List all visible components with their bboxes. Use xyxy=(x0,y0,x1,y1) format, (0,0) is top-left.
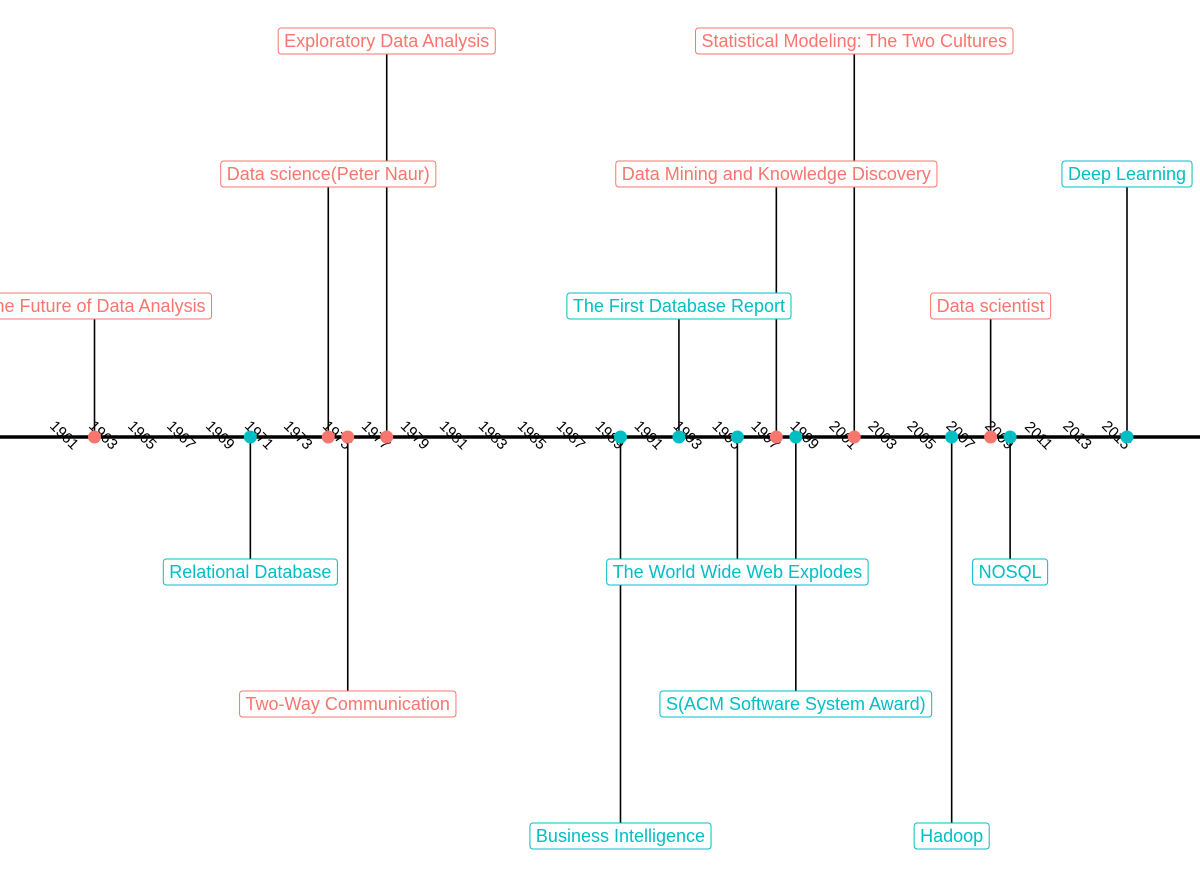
event-label: The World Wide Web Explodes xyxy=(613,562,862,582)
event-label-box: Relational Database xyxy=(162,558,338,586)
event-label: Two-Way Communication xyxy=(246,694,450,714)
event-label-border xyxy=(566,292,792,320)
event-points xyxy=(88,430,1134,444)
event-label-box: The Future of Data Analysis xyxy=(0,292,213,320)
event-point xyxy=(1120,430,1134,444)
event-labels: The Future of Data Analysis Relational Da… xyxy=(0,27,1193,850)
event-label-box: S(ACM Software System Award) xyxy=(659,690,933,718)
event-point xyxy=(789,430,803,444)
event-label: S(ACM Software System Award) xyxy=(666,694,926,714)
event-label: NOSQL xyxy=(979,562,1042,582)
event-label-box: Hadoop xyxy=(913,822,990,850)
event-label: Hadoop xyxy=(920,826,983,846)
event-label: Deep Learning xyxy=(1068,164,1186,184)
event-label-border xyxy=(162,558,338,586)
event-point xyxy=(243,430,257,444)
event-point xyxy=(341,430,355,444)
event-label-box: Statistical Modeling: The Two Cultures xyxy=(695,27,1014,55)
event-label: Business Intelligence xyxy=(536,826,705,846)
event-label-box: Data Mining and Knowledge Discovery xyxy=(615,160,938,188)
event-label-border xyxy=(606,558,869,586)
event-point xyxy=(1003,430,1017,444)
event-stems xyxy=(93,41,1128,836)
event-label: Exploratory Data Analysis xyxy=(284,31,489,51)
event-label-border xyxy=(239,690,457,718)
event-label-border xyxy=(913,822,990,850)
event-point xyxy=(672,430,686,444)
event-label-border xyxy=(615,160,938,188)
event-point xyxy=(730,430,744,444)
event-label-border xyxy=(529,822,712,850)
event-point xyxy=(984,430,998,444)
event-label-box: The World Wide Web Explodes xyxy=(606,558,869,586)
event-label: Statistical Modeling: The Two Cultures xyxy=(702,31,1007,51)
event-label-border xyxy=(1061,160,1193,188)
event-label: Data scientist xyxy=(937,296,1045,316)
event-label-border xyxy=(277,27,496,55)
event-label-box: Data science(Peter Naur) xyxy=(220,160,437,188)
event-label-box: Deep Learning xyxy=(1061,160,1193,188)
event-point xyxy=(380,430,394,444)
event-label-box: The First Database Report xyxy=(566,292,792,320)
event-label: Data science(Peter Naur) xyxy=(227,164,430,184)
event-label-border xyxy=(972,558,1049,586)
event-label-box: NOSQL xyxy=(972,558,1049,586)
event-label-border xyxy=(695,27,1014,55)
event-label: Relational Database xyxy=(169,562,331,582)
event-label: Data Mining and Knowledge Discovery xyxy=(622,164,931,184)
event-label-box: Data scientist xyxy=(930,292,1052,320)
event-label-border xyxy=(930,292,1052,320)
event-label-border xyxy=(0,292,213,320)
event-point xyxy=(769,430,783,444)
event-label-box: Two-Way Communication xyxy=(239,690,457,718)
event-label-border xyxy=(659,690,933,718)
event-label-box: Exploratory Data Analysis xyxy=(277,27,496,55)
event-point xyxy=(88,430,101,444)
event-point xyxy=(321,430,335,444)
event-label: The First Database Report xyxy=(573,296,785,316)
event-point xyxy=(847,430,861,444)
event-label-box: Business Intelligence xyxy=(529,822,712,850)
event-label-border xyxy=(220,160,437,188)
event-point xyxy=(945,430,959,444)
event-point xyxy=(613,430,627,444)
event-label: The Future of Data Analysis xyxy=(0,296,206,316)
